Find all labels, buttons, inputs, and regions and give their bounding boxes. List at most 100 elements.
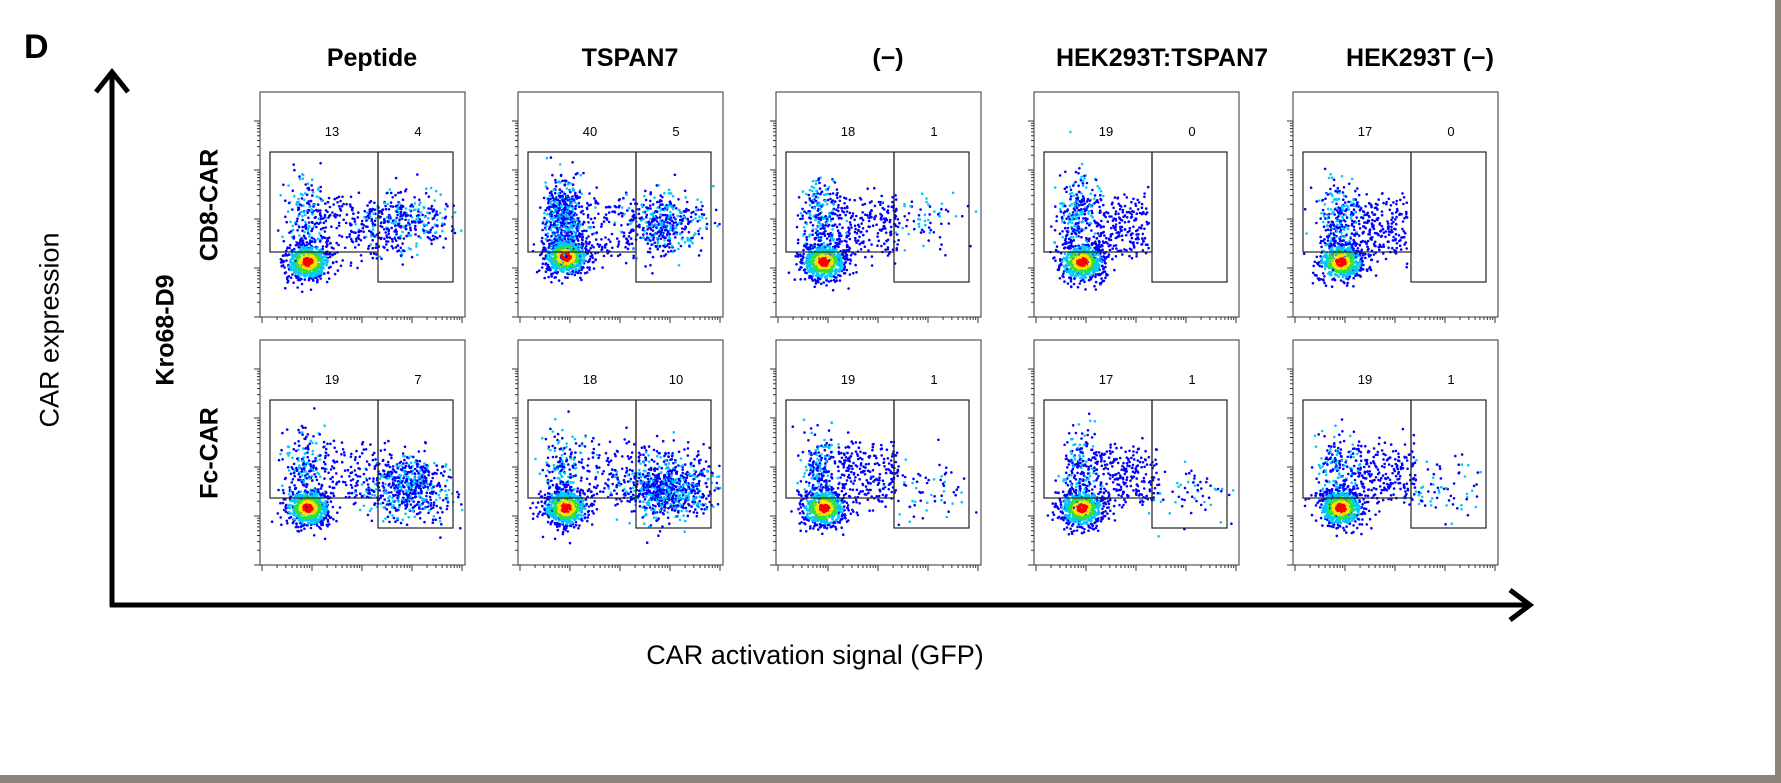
event-dot (1130, 236, 1134, 240)
event-dot (886, 211, 890, 215)
event-dot (427, 207, 430, 210)
event-dot (453, 231, 457, 235)
event-dot (831, 228, 834, 231)
event-dot (306, 211, 309, 214)
event-dot (1135, 212, 1139, 215)
event-dot (638, 217, 642, 220)
event-dot (578, 205, 581, 209)
event-dot (340, 204, 344, 208)
event-dot (857, 229, 860, 232)
event-dot (372, 225, 375, 228)
event-dot (330, 246, 334, 249)
event-dot (551, 272, 555, 275)
event-dot (1082, 217, 1085, 220)
event-dot (929, 221, 932, 225)
event-dot (319, 227, 323, 231)
event-dot (917, 217, 920, 221)
event-dot (579, 276, 582, 280)
event-dot (292, 163, 295, 166)
event-dot (399, 250, 403, 254)
event-dot (822, 193, 826, 197)
event-dot (326, 200, 330, 204)
gate-left-percentage: 18 (841, 124, 855, 139)
event-dot (882, 221, 886, 224)
event-dot (1113, 196, 1117, 199)
event-dot (305, 241, 309, 244)
event-dot (1089, 192, 1093, 196)
event-dot (808, 188, 812, 192)
event-dot (1122, 215, 1125, 219)
event-dot (350, 239, 354, 243)
event-dot (1106, 211, 1110, 215)
event-dot (554, 178, 557, 182)
event-dot (315, 225, 318, 229)
event-dot (951, 191, 955, 195)
event-dot (854, 227, 857, 231)
event-dot (1099, 190, 1103, 193)
event-dot (827, 235, 831, 238)
event-dot (817, 178, 820, 182)
event-dot (1081, 184, 1085, 187)
event-dot (349, 205, 352, 208)
event-dot (876, 235, 879, 238)
event-dot (414, 224, 417, 228)
event-dot (287, 201, 291, 205)
event-dot (861, 227, 865, 230)
event-dot (1065, 190, 1068, 194)
event-dot (575, 258, 578, 261)
event-dot (920, 228, 924, 232)
event-dot (404, 218, 407, 222)
event-dot (654, 244, 658, 248)
event-dot (668, 218, 671, 221)
event-dot (297, 214, 300, 218)
event-dot (301, 177, 305, 180)
event-dot (826, 198, 830, 202)
event-dot (917, 225, 921, 228)
event-dot (369, 243, 373, 246)
event-dot (824, 200, 827, 203)
event-dot (441, 222, 444, 225)
event-dot (855, 241, 858, 244)
event-dot (582, 255, 586, 259)
event-dot (659, 237, 663, 241)
event-dot (813, 285, 816, 289)
event-dot (1123, 193, 1126, 196)
event-dot (669, 192, 673, 195)
event-dot (400, 217, 404, 221)
event-dot (812, 186, 816, 190)
event-dot (1140, 237, 1144, 240)
event-dot (1109, 235, 1113, 238)
event-dot (1115, 231, 1119, 234)
event-dot (399, 215, 402, 218)
event-dot (910, 200, 914, 203)
event-dot (425, 223, 429, 227)
event-dot (414, 233, 417, 236)
event-dot (940, 243, 943, 246)
event-dot (349, 261, 353, 264)
event-dot (669, 210, 672, 214)
event-dot (574, 191, 577, 195)
event-dot (832, 239, 835, 242)
event-dot (401, 230, 404, 234)
event-dot (645, 213, 649, 217)
event-dot (928, 231, 932, 235)
event-dot (1128, 240, 1132, 243)
event-dot (909, 204, 912, 208)
event-dot (357, 191, 361, 194)
event-dot (688, 245, 691, 248)
event-dot (585, 229, 588, 233)
event-dot (382, 221, 386, 224)
event-dot (339, 209, 343, 212)
event-dot (287, 253, 291, 256)
event-dot (667, 235, 671, 239)
event-dot (655, 226, 658, 230)
event-dot (404, 214, 408, 218)
event-dot (960, 214, 964, 218)
event-dot (1073, 201, 1076, 205)
event-dot (833, 200, 837, 203)
event-dot (655, 220, 659, 223)
event-dot (1098, 187, 1101, 190)
event-dot (1063, 226, 1067, 230)
event-dot (624, 261, 628, 265)
event-dot (648, 247, 652, 250)
